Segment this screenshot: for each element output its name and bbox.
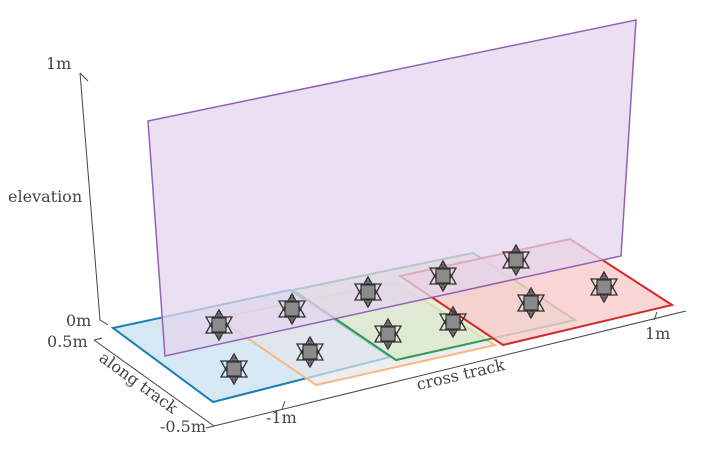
elevation-tick-bottom [99, 319, 109, 326]
elevation-axis-label: elevation [8, 187, 82, 206]
elevation-tick-top [79, 72, 89, 82]
cross-track-tick-left-label: -1m [266, 408, 297, 427]
marker-group [204, 243, 619, 386]
elevation-tick-top-label: 1m [46, 54, 71, 73]
target-marker [589, 270, 619, 304]
target-marker [438, 305, 468, 339]
target-marker [428, 259, 458, 293]
along-track-tick-near [205, 425, 215, 429]
elevation-tick-bottom-label: 0m [66, 311, 91, 330]
target-marker [501, 243, 531, 277]
target-marker [353, 275, 383, 309]
along-track-tick-far [93, 337, 103, 341]
along-track-tick-near-label: -0.5m [160, 417, 206, 436]
cross-track-tick-right-label: 1m [645, 324, 670, 343]
target-marker [516, 286, 546, 320]
target-marker [219, 352, 249, 386]
cross-track-tick-left [281, 400, 286, 410]
cross-track-tick-right [653, 311, 658, 321]
target-marker [277, 292, 307, 326]
target-marker [295, 335, 325, 369]
along-track-tick-far-label: 0.5m [47, 332, 88, 351]
cross-track-axis-line [213, 310, 687, 427]
along-track-axis-line [93, 339, 215, 427]
target-marker [373, 317, 403, 351]
elevation-axis-line [79, 72, 101, 321]
target-marker [204, 308, 234, 342]
